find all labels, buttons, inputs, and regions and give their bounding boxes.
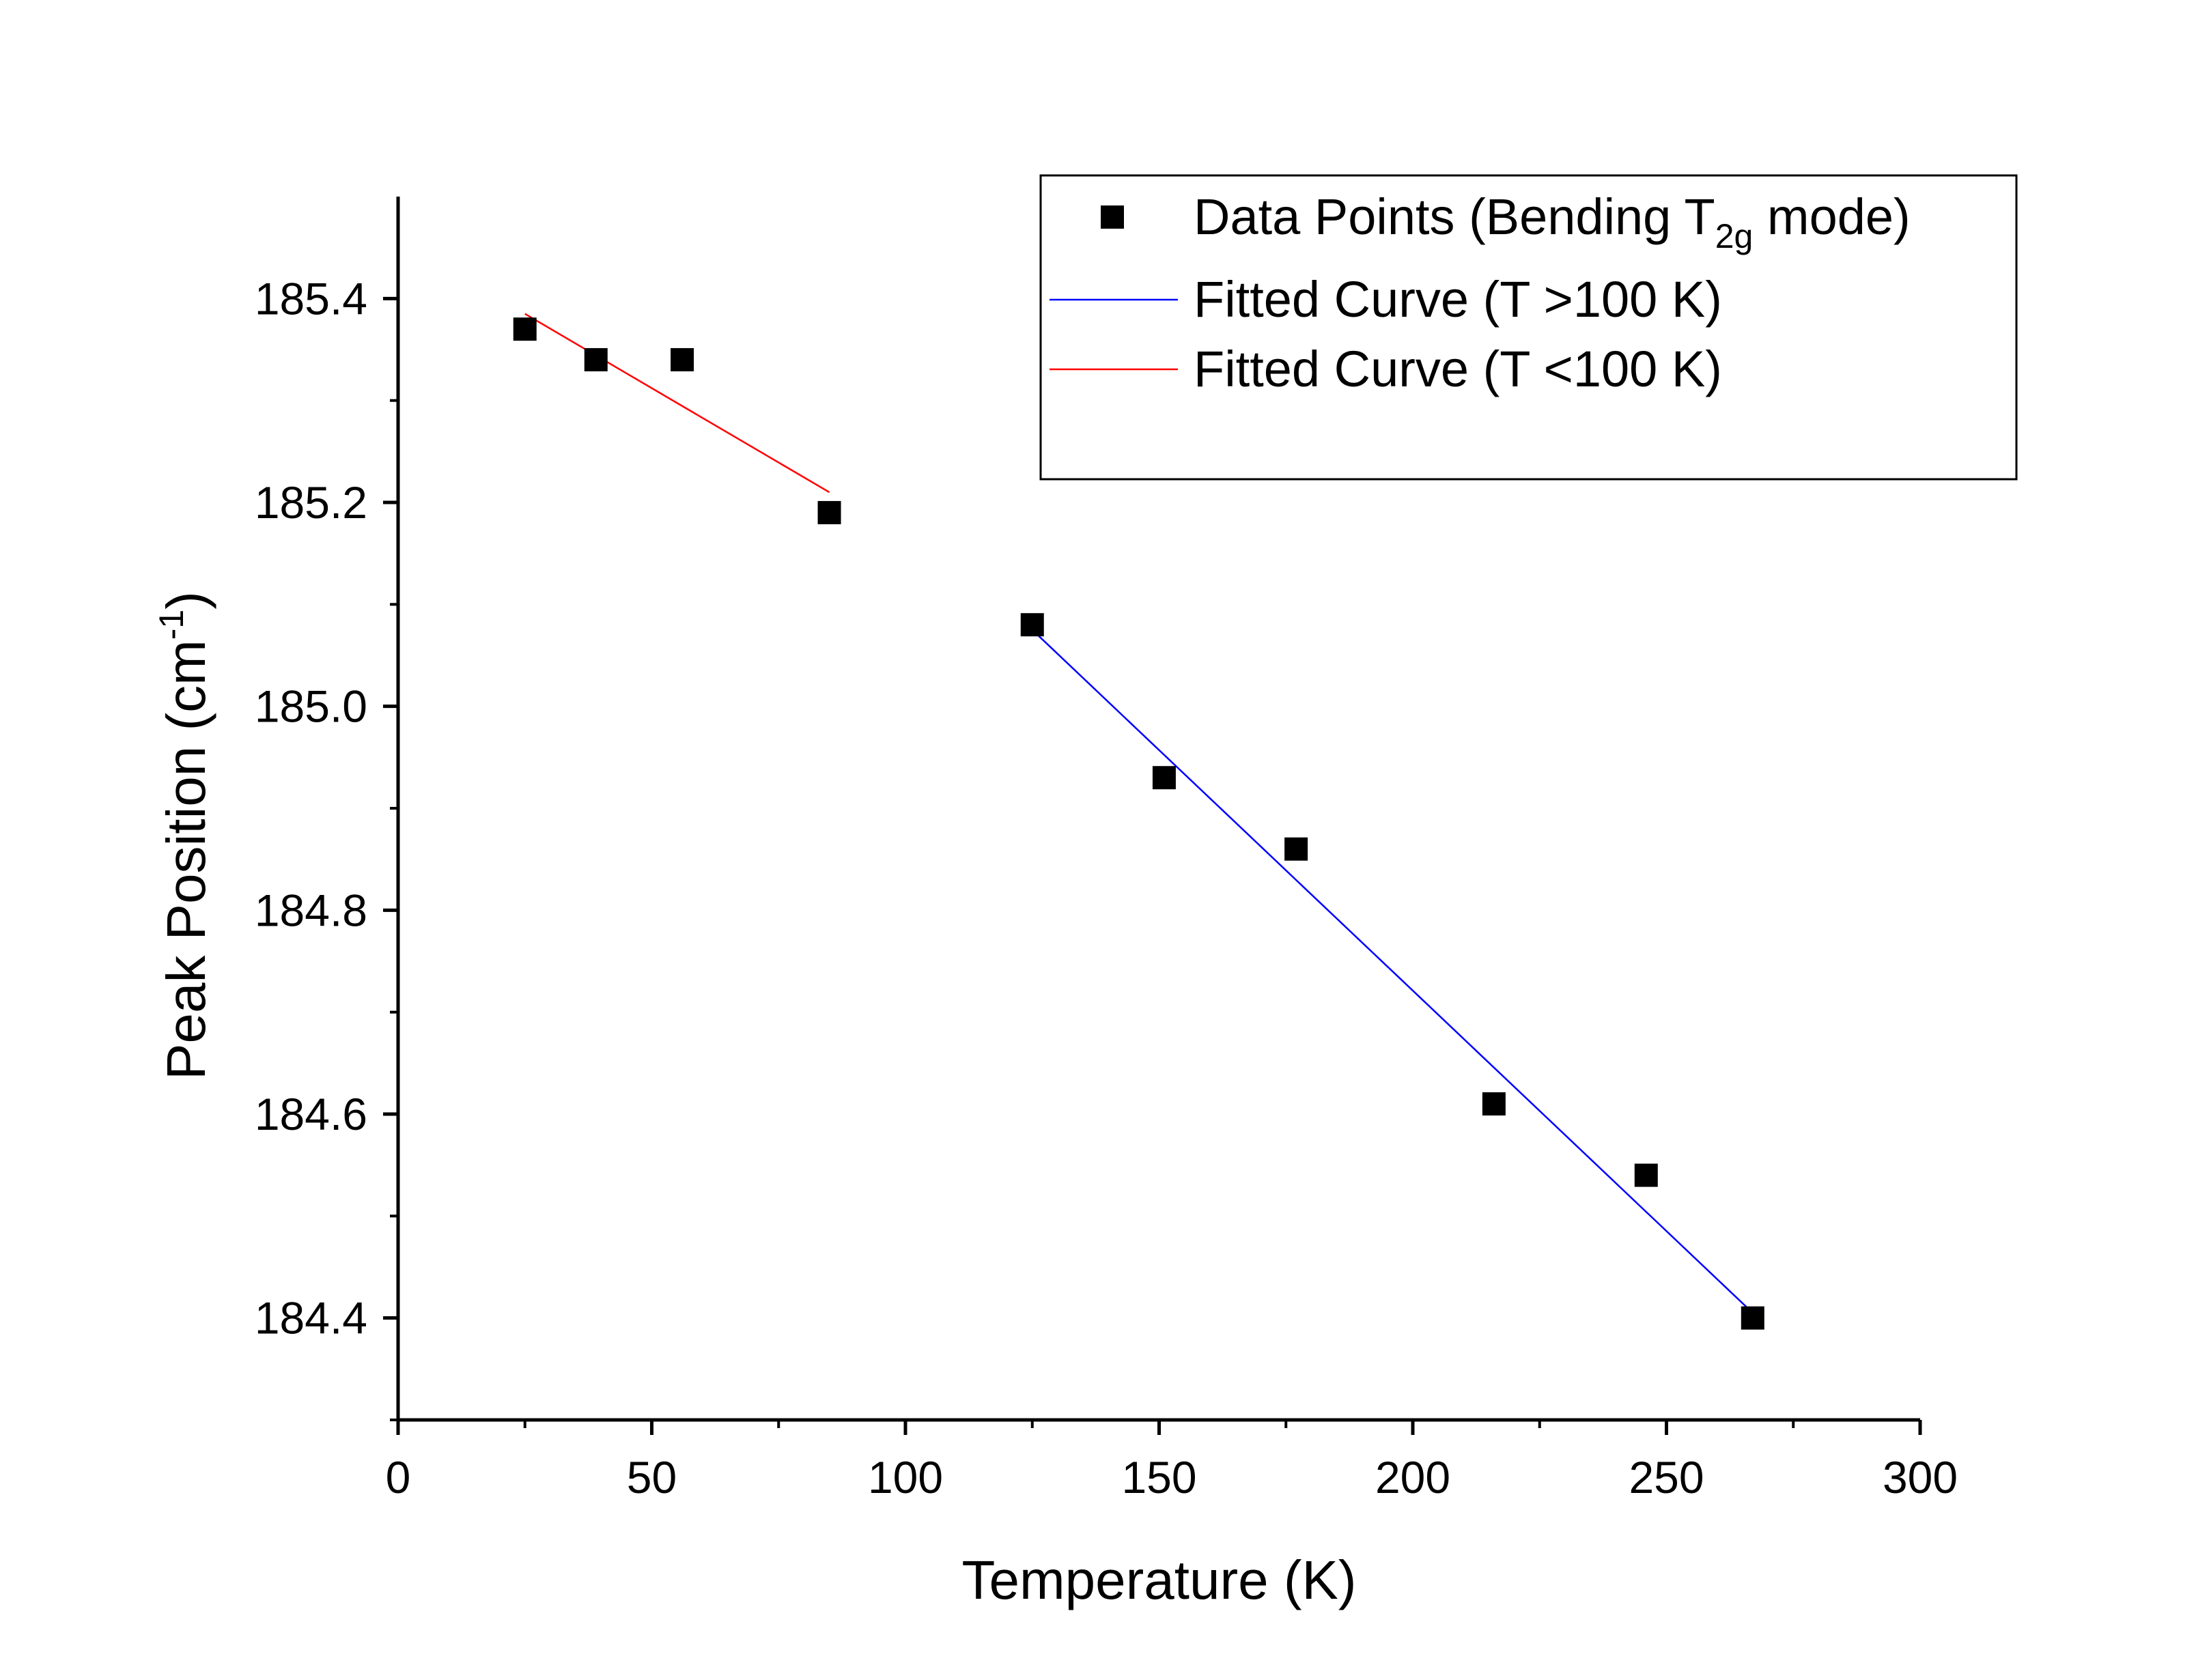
- x-tick-label: 250: [1629, 1452, 1704, 1503]
- axes: 0 50 100 150 200 250 300 184.4 184.6 184.8 185.0 18…: [255, 197, 1958, 1503]
- data-point-marker: [513, 317, 537, 341]
- y-tick-label: 184.4: [255, 1293, 367, 1343]
- y-axis-title-sup: -1: [152, 610, 191, 640]
- legend-label: Fitted Curve (T <100 K): [1194, 341, 1722, 397]
- plot-area: [513, 313, 1764, 1330]
- legend: Data Points (Bending T2g mode) Fitted Cur…: [1039, 174, 2018, 481]
- data-point-marker: [817, 500, 841, 524]
- fit-line-high-temp: [1031, 629, 1754, 1314]
- x-tick-label: 100: [868, 1452, 943, 1503]
- y-tick-label: 184.8: [255, 885, 367, 935]
- legend-label-subscript: 2g: [1715, 217, 1754, 255]
- fit-line-low-temp: [524, 313, 830, 494]
- data-point-marker: [1284, 837, 1308, 861]
- y-tick-label: 185.2: [255, 477, 367, 528]
- x-tick-label: 300: [1883, 1452, 1958, 1503]
- y-tick-label: 184.6: [255, 1089, 367, 1139]
- x-axis-title: Temperature (K): [962, 1550, 1357, 1610]
- y-tick-label: 185.0: [255, 681, 367, 732]
- legend-label: Fitted Curve (T >100 K): [1194, 271, 1722, 328]
- y-axis-title-end: ): [156, 591, 216, 610]
- x-tick-label: 50: [627, 1452, 677, 1503]
- data-point-marker: [1020, 613, 1044, 637]
- legend-label-text: Fitted Curve (T >100 K): [1194, 271, 1722, 328]
- x-tick-label: 200: [1375, 1452, 1450, 1503]
- data-point-marker: [1482, 1092, 1506, 1116]
- y-axis-title-main: Peak Position (cm: [156, 640, 216, 1080]
- data-point-marker: [1152, 766, 1176, 790]
- data-point-marker: [584, 347, 608, 371]
- x-tick-label: 150: [1121, 1452, 1196, 1503]
- x-tick-label: 0: [386, 1452, 411, 1503]
- legend-box: [1039, 174, 2018, 481]
- data-point-marker: [671, 347, 694, 371]
- y-axis-title: Peak Position (cm-1): [152, 591, 216, 1080]
- data-point-marker: [1634, 1163, 1658, 1187]
- data-point-marker: [1741, 1306, 1764, 1330]
- y-tick-label: 185.4: [255, 273, 367, 324]
- legend-label: Data Points (Bending T2g mode): [1194, 188, 1911, 255]
- legend-label-text: Fitted Curve (T <100 K): [1194, 341, 1722, 397]
- legend-marker-data-points: [1101, 205, 1124, 229]
- legend-label-text: Data Points (Bending T: [1194, 188, 1715, 245]
- legend-label-suffix: mode): [1753, 188, 1910, 245]
